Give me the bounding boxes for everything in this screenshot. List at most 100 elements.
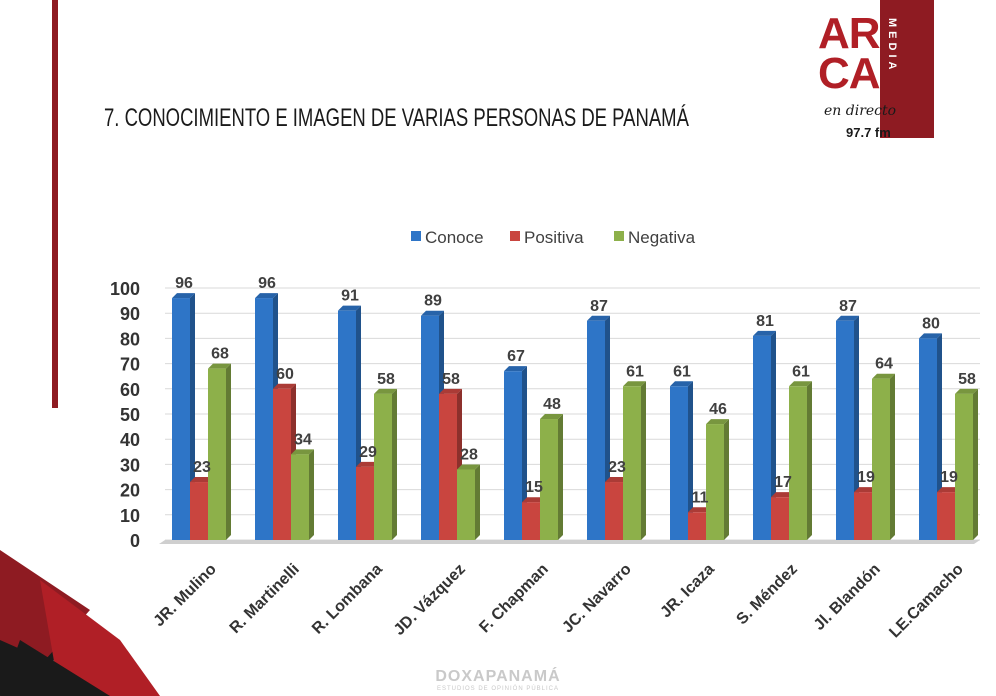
bar-top xyxy=(540,414,563,420)
bar-top xyxy=(706,419,729,425)
bar-top xyxy=(172,293,195,299)
bar-top xyxy=(872,373,895,379)
bar-side xyxy=(807,381,812,540)
bar-positiva xyxy=(771,497,789,540)
data-label: 80 xyxy=(922,315,940,332)
data-label: 87 xyxy=(839,298,857,315)
bar-conoce xyxy=(172,298,190,540)
x-tick-label: JR. Icaza xyxy=(657,561,718,622)
y-tick-label: 70 xyxy=(120,355,140,375)
x-tick-label: JR. Mulino xyxy=(151,561,220,630)
bar-side xyxy=(688,381,693,540)
legend: Conoce Positiva Negativa xyxy=(411,228,696,247)
bar-top xyxy=(587,315,610,321)
data-label: 23 xyxy=(193,459,211,476)
bar-top xyxy=(854,487,877,493)
y-axis: 0 10 20 30 40 50 60 70 80 90 100 xyxy=(110,279,140,551)
bar-conoce xyxy=(255,298,273,540)
bar-positiva xyxy=(356,466,374,540)
bar-positiva xyxy=(273,388,291,540)
bar-negativa xyxy=(540,419,558,540)
data-label: 58 xyxy=(958,371,976,388)
bar-side xyxy=(475,464,480,540)
y-tick-label: 100 xyxy=(110,279,140,299)
y-tick-label: 80 xyxy=(120,329,140,349)
x-tick-label: Jl. Blandón xyxy=(811,561,884,634)
bar-top xyxy=(374,388,397,394)
bar-conoce xyxy=(504,371,522,540)
bar-top xyxy=(356,461,379,467)
data-label: 91 xyxy=(341,288,359,305)
x-tick-label: S. Méndez xyxy=(733,561,800,628)
y-tick-label: 40 xyxy=(120,430,140,450)
data-label: 96 xyxy=(258,275,276,292)
logo-side-text: MEDIA xyxy=(886,18,898,74)
bar-top xyxy=(937,487,960,493)
x-axis: JR. Mulino R. Martinelli R. Lombana JD. Váz… xyxy=(151,561,967,642)
data-label: 58 xyxy=(377,371,395,388)
bar-top xyxy=(439,388,462,394)
x-tick-label: F. Chapman xyxy=(476,561,552,637)
logo-line1: AR xyxy=(818,9,881,58)
legend-swatch xyxy=(614,231,624,241)
data-label: 96 xyxy=(175,275,193,292)
data-labels: 96 23 68 96 60 34 91 29 58 89 58 28 67 15 48 87 23 61 61 11… xyxy=(175,275,976,506)
logo-line2: CA xyxy=(818,49,881,98)
y-tick-label: 90 xyxy=(120,304,140,324)
page-title: 7. CONOCIMIENTO E IMAGEN DE VARIAS PERSO… xyxy=(104,104,689,132)
data-label: 89 xyxy=(424,293,442,310)
bar-positiva xyxy=(605,482,623,540)
bar-side xyxy=(641,381,646,540)
bar-negativa xyxy=(955,393,973,540)
bar-side xyxy=(226,363,231,540)
bar-side xyxy=(190,293,195,540)
bar-top xyxy=(190,477,213,483)
bar-top xyxy=(955,388,978,394)
data-label: 67 xyxy=(507,348,525,365)
bar-side xyxy=(522,366,527,540)
bar-conoce xyxy=(919,338,937,540)
bar-top xyxy=(688,507,711,513)
bar-positiva xyxy=(688,512,706,540)
bar-positiva xyxy=(937,492,955,540)
chart-floor xyxy=(159,540,980,544)
bars xyxy=(172,293,978,540)
bar-side xyxy=(937,333,942,540)
data-label: 48 xyxy=(543,396,561,413)
bar-negativa xyxy=(789,386,807,540)
data-label: 19 xyxy=(857,469,875,486)
bar-top xyxy=(338,305,361,311)
bar-positiva xyxy=(190,482,208,540)
data-label: 19 xyxy=(940,469,958,486)
bar-top xyxy=(753,330,776,336)
bar-conoce xyxy=(587,320,605,540)
data-label: 87 xyxy=(590,298,608,315)
legend-swatch xyxy=(510,231,520,241)
bar-conoce xyxy=(670,386,688,540)
bar-positiva xyxy=(439,393,457,540)
corner-decoration xyxy=(0,550,160,696)
left-accent-rule xyxy=(52,0,58,408)
bar-side xyxy=(724,419,729,540)
bar-top xyxy=(504,366,527,372)
bar-side xyxy=(890,373,895,540)
legend-label: Positiva xyxy=(524,228,584,247)
bar-top xyxy=(919,333,942,339)
x-tick-label: R. Lombana xyxy=(309,561,386,638)
x-tick-label: JD. Vázquez xyxy=(391,561,469,639)
data-label: 60 xyxy=(276,366,294,383)
data-label: 15 xyxy=(525,479,543,496)
bar-top xyxy=(836,315,859,321)
bar-top xyxy=(255,293,278,299)
bar-top xyxy=(789,381,812,387)
y-tick-label: 0 xyxy=(130,531,140,551)
bar-top xyxy=(457,464,480,470)
x-tick-label: LE.Camacho xyxy=(886,561,967,642)
bar-top xyxy=(421,310,444,316)
bar-negativa xyxy=(706,424,724,540)
data-label: 64 xyxy=(875,356,893,373)
bar-top xyxy=(605,477,628,483)
logo-tagline: en directo xyxy=(824,103,897,119)
logo-bar xyxy=(880,0,934,138)
